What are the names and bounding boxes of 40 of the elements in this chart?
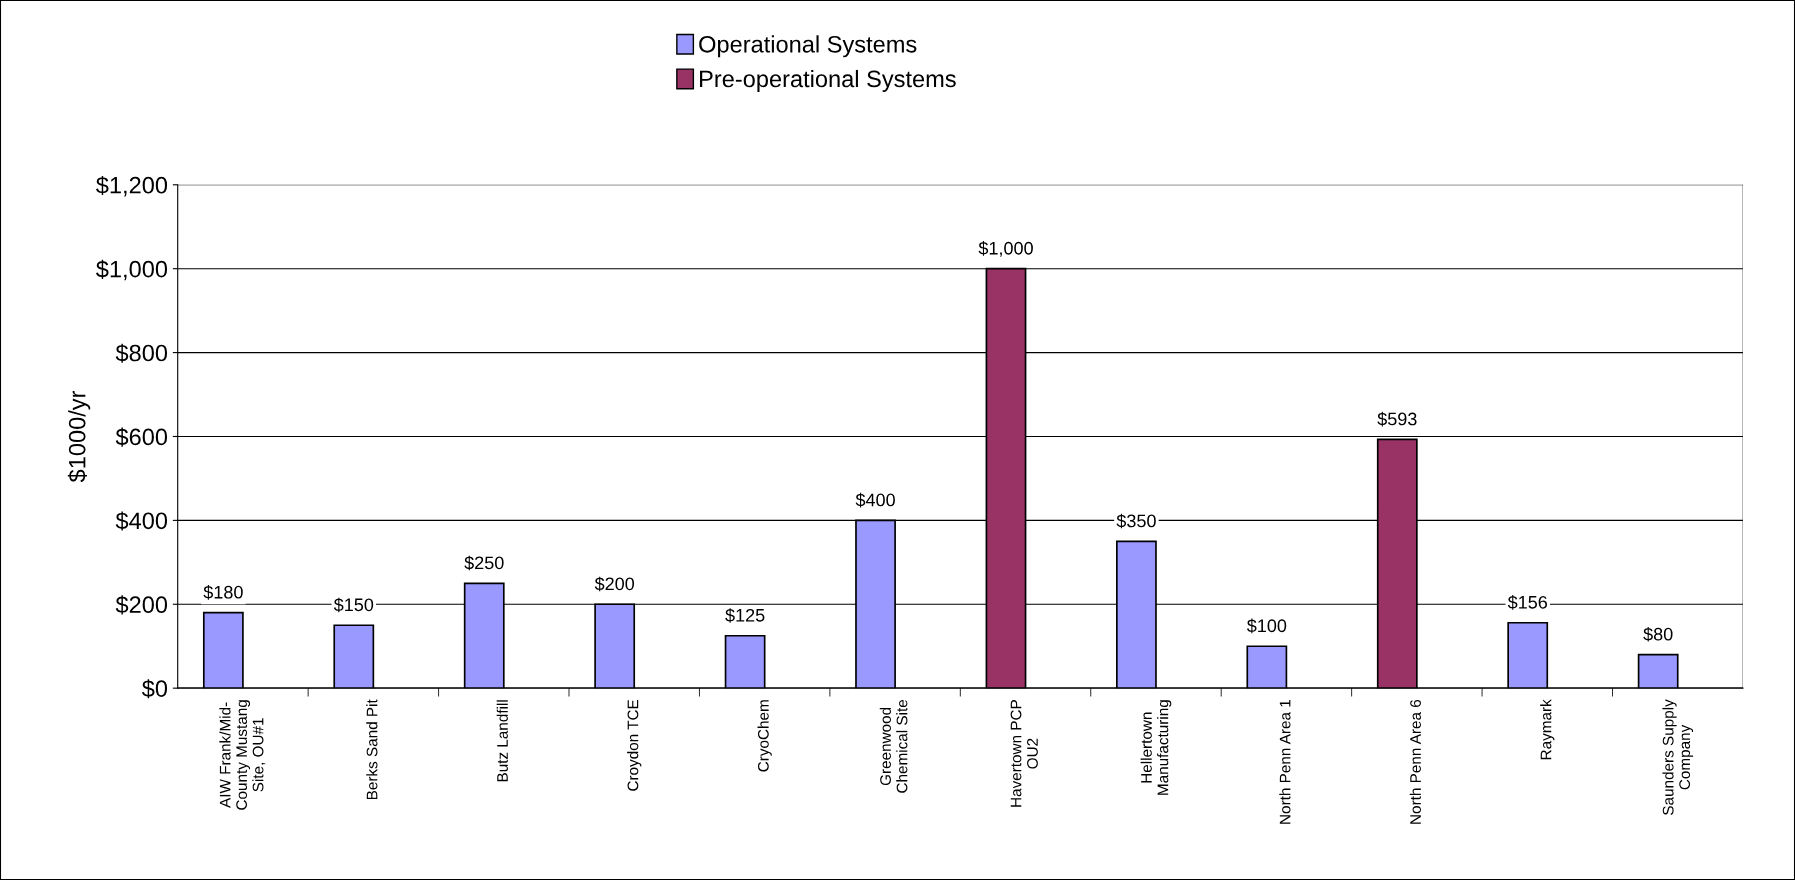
legend-label: Operational Systems — [699, 35, 917, 58]
data-label: $80 — [1643, 627, 1673, 642]
x-tick-label: Raymark — [1540, 699, 1555, 760]
legend-label: Pre-operational Systems — [700, 69, 956, 92]
bar — [1507, 621, 1549, 689]
data-label: $200 — [594, 576, 635, 592]
x-tick-label: Berks Sand Pit — [366, 699, 378, 800]
bar — [1246, 645, 1288, 689]
y-tick-label: $1,000 — [96, 259, 168, 281]
bar — [724, 634, 766, 689]
x-tick-label: Havertown PCP OU2 — [1010, 700, 1038, 807]
y-tick-label: $0 — [141, 679, 168, 699]
x-tick-label: Saunders Supply Company — [1662, 699, 1694, 815]
y-tick-label: $1,200 — [96, 175, 168, 197]
y-tick-label: $400 — [115, 511, 168, 531]
x-tick-label: AIW Frank/Mid- County Mustang Site, OU#1 — [219, 700, 266, 810]
data-label: $100 — [1246, 618, 1287, 634]
bar — [1637, 653, 1679, 689]
bar — [202, 611, 244, 689]
data-label: $1,000 — [978, 241, 1033, 257]
data-label: $180 — [203, 585, 243, 600]
y-axis-title: $1000/yr — [67, 390, 91, 483]
data-label: $125 — [725, 608, 765, 623]
x-tick-label: North Penn Area 6 — [1409, 699, 1421, 824]
data-label: $400 — [855, 492, 895, 508]
data-label: $156 — [1507, 595, 1548, 610]
x-tick-label: North Penn Area 1 — [1279, 700, 1291, 824]
y-tick-label: $200 — [115, 595, 168, 615]
x-tick-label: Butz Landfill — [496, 700, 508, 782]
bar — [333, 624, 375, 689]
data-label: $593 — [1377, 411, 1417, 427]
data-label: $150 — [333, 597, 374, 613]
data-label: $250 — [464, 555, 504, 571]
x-tick-label: Greenwood Chemical Site — [879, 699, 908, 793]
x-tick-label: Croydon TCE — [627, 699, 642, 791]
y-tick-label: $600 — [115, 427, 168, 447]
y-tick-label: $800 — [115, 343, 168, 363]
data-label: $350 — [1116, 513, 1156, 529]
x-tick-label: Hellertown Manufacturing — [1140, 700, 1172, 795]
x-tick-label: CryoChem — [757, 700, 772, 772]
